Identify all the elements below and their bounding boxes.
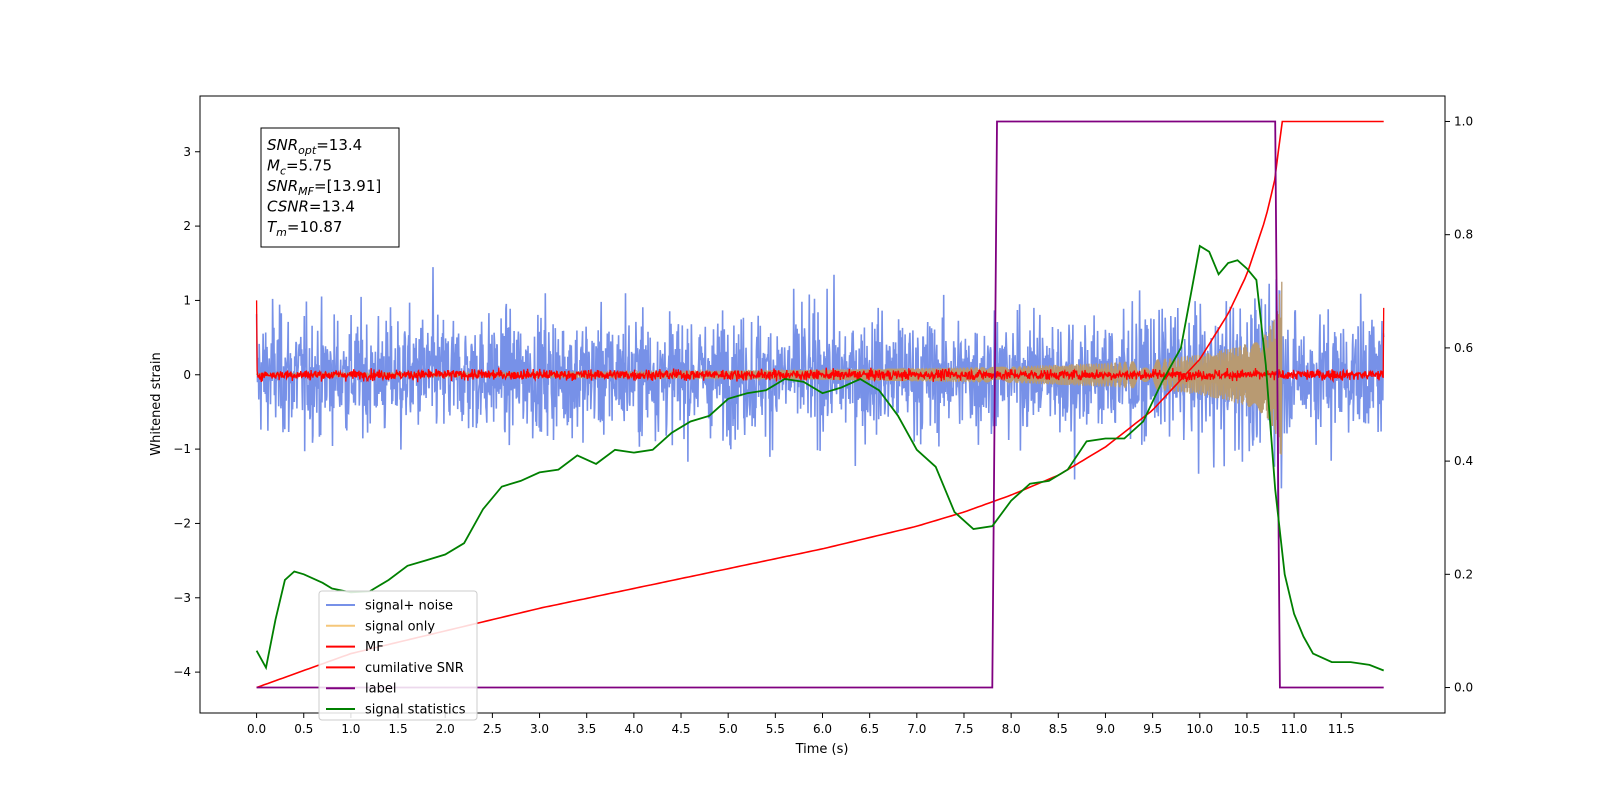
y2-tick-label: 0.2 bbox=[1454, 567, 1473, 581]
y-axis-right: 1.0 0.8 0.6 0.4 0.2 0.0 bbox=[1445, 114, 1473, 695]
y-tick-label: 0 bbox=[183, 368, 191, 382]
stats-line: Tm=10.87 bbox=[267, 218, 342, 239]
legend-entry: signal+ noise bbox=[365, 599, 453, 614]
x-tick-label: 6.5 bbox=[860, 722, 879, 736]
series-signal-statistics bbox=[255, 244, 1385, 672]
x-tick-label: 0.5 bbox=[294, 722, 313, 736]
x-tick-label: 2.5 bbox=[483, 722, 502, 736]
series-mf bbox=[255, 300, 1385, 383]
x-axis-label: Time (s) bbox=[795, 742, 849, 757]
stats-box-frame bbox=[260, 127, 400, 248]
x-tick-label: 7.5 bbox=[954, 722, 973, 736]
stats-line: Mc=5.75 bbox=[267, 157, 332, 178]
legend-entry: signal statistics bbox=[365, 703, 466, 718]
x-tick-label: 7.0 bbox=[907, 722, 926, 736]
x-tick-label: 6.0 bbox=[813, 722, 832, 736]
y-tick-label: −4 bbox=[173, 665, 191, 679]
y-tick-label: −2 bbox=[173, 516, 191, 530]
x-tick-label: 1.5 bbox=[389, 722, 408, 736]
x-tick-label: 3.0 bbox=[530, 722, 549, 736]
legend-entry: cumilative SNR bbox=[365, 661, 464, 676]
y2-tick-label: 0.6 bbox=[1454, 341, 1473, 355]
legend: signal+ noise signal only MF cumilative SNR… bbox=[318, 590, 478, 721]
x-tick-label: 8.5 bbox=[1049, 722, 1068, 736]
legend-entry: label bbox=[365, 682, 396, 697]
x-tick-label: 2.0 bbox=[436, 722, 455, 736]
legend-entry: MF bbox=[365, 640, 384, 655]
y2-tick-label: 0.8 bbox=[1454, 228, 1473, 242]
y-axis-left: 3 2 1 0 −1 −2 −3 −4 bbox=[173, 145, 200, 679]
x-tick-label: 11.0 bbox=[1281, 722, 1308, 736]
x-tick-label: 4.0 bbox=[624, 722, 643, 736]
stats-line: SNRopt=13.4 bbox=[267, 136, 362, 157]
stats-line: CSNR=13.4 bbox=[267, 198, 355, 216]
x-tick-label: 5.0 bbox=[719, 722, 738, 736]
y-tick-label: −3 bbox=[173, 591, 191, 605]
x-tick-label: 9.0 bbox=[1096, 722, 1115, 736]
y-tick-label: 3 bbox=[183, 145, 191, 159]
stats-line: SNRMF=[13.91] bbox=[267, 177, 381, 198]
y-tick-label: −1 bbox=[173, 442, 191, 456]
x-tick-label: 11.5 bbox=[1328, 722, 1355, 736]
y-tick-label: 1 bbox=[183, 293, 191, 307]
x-tick-label: 10.5 bbox=[1234, 722, 1261, 736]
stats-box: SNRopt=13.4Mc=5.75SNRMF=[13.91]CSNR=13.4… bbox=[260, 127, 400, 248]
y2-tick-label: 1.0 bbox=[1454, 114, 1473, 128]
x-tick-label: 9.5 bbox=[1143, 722, 1162, 736]
y-axis-label: Whitened strain bbox=[149, 352, 164, 455]
x-tick-label: 10.0 bbox=[1186, 722, 1213, 736]
x-tick-label: 0.0 bbox=[247, 722, 266, 736]
series-label bbox=[256, 120, 1384, 689]
legend-entry: signal only bbox=[365, 619, 435, 634]
x-axis: 0.0 0.5 1.0 1.5 2.0 2.5 3.0 3.5 4.0 4.5 5.0 5.5 6.0 6… bbox=[247, 713, 1355, 736]
legend-frame bbox=[318, 590, 478, 721]
y-tick-label: 2 bbox=[183, 219, 191, 233]
y2-tick-label: 0.4 bbox=[1454, 454, 1473, 468]
x-tick-label: 3.5 bbox=[577, 722, 596, 736]
x-tick-label: 8.0 bbox=[1002, 722, 1021, 736]
y2-tick-label: 0.0 bbox=[1454, 681, 1473, 695]
x-tick-label: 4.5 bbox=[671, 722, 690, 736]
x-tick-label: 1.0 bbox=[341, 722, 360, 736]
x-tick-label: 5.5 bbox=[766, 722, 785, 736]
